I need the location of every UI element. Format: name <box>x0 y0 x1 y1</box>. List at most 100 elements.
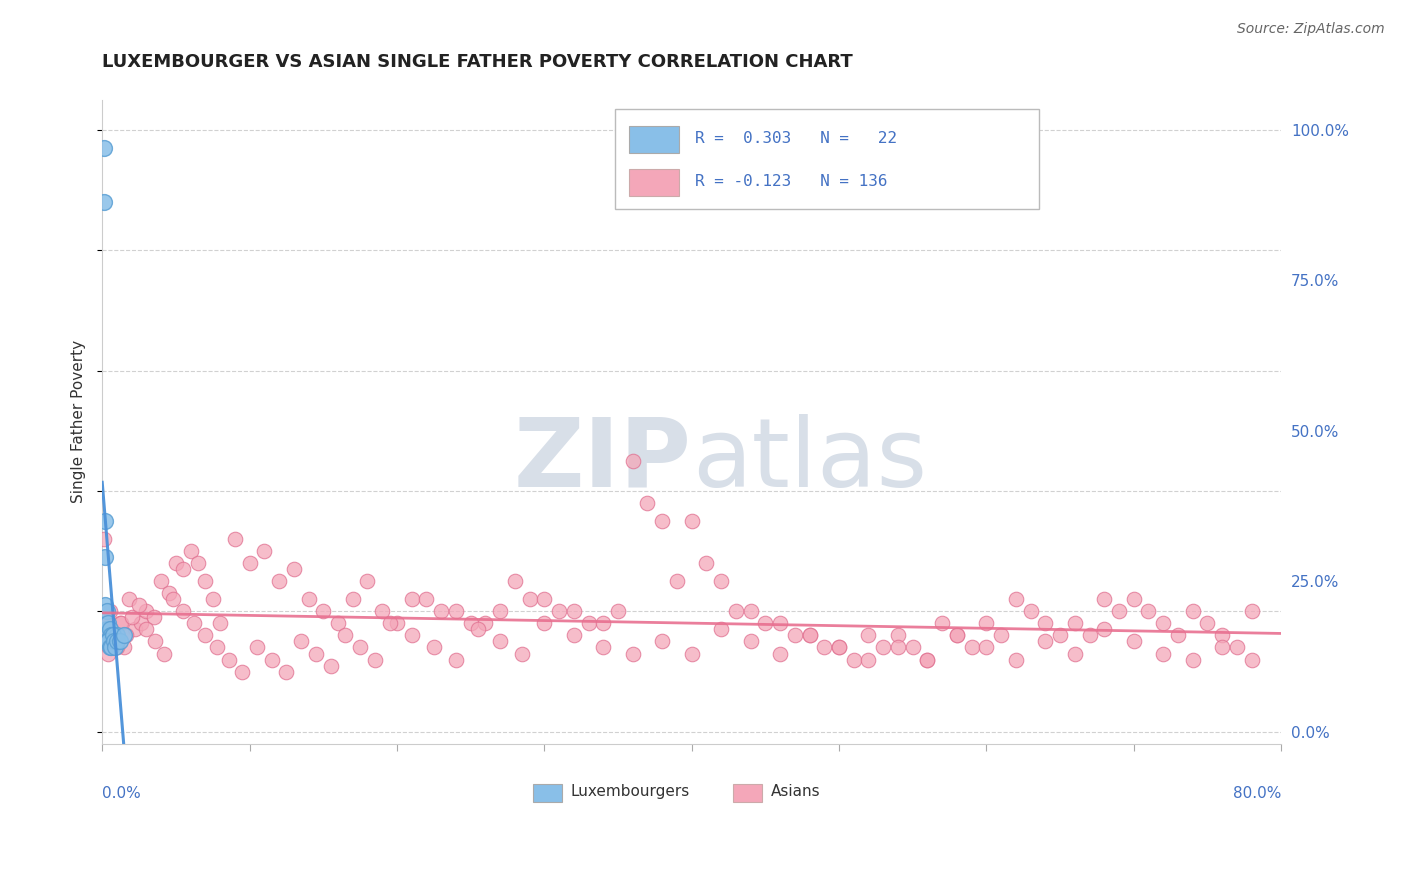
Point <box>621 647 644 661</box>
Point <box>562 628 585 642</box>
Point <box>467 623 489 637</box>
Point <box>976 640 998 655</box>
Point <box>1063 616 1085 631</box>
Point <box>283 562 305 576</box>
Point <box>172 604 194 618</box>
Point <box>124 623 146 637</box>
Point <box>364 652 387 666</box>
Point <box>1092 623 1115 637</box>
Point <box>548 604 571 618</box>
Point <box>1211 640 1233 655</box>
Point <box>1152 647 1174 661</box>
Point <box>651 514 673 528</box>
Point <box>162 592 184 607</box>
Point <box>1033 616 1056 631</box>
Point <box>510 647 533 661</box>
Point <box>901 640 924 655</box>
Point <box>100 628 122 642</box>
Point <box>1049 628 1071 642</box>
Point <box>592 616 614 631</box>
Point <box>108 634 131 648</box>
Point <box>305 647 328 661</box>
Text: Asians: Asians <box>770 784 820 799</box>
Point <box>312 604 335 618</box>
Point <box>349 640 371 655</box>
Point <box>153 647 176 661</box>
Point <box>990 628 1012 642</box>
Point <box>1152 616 1174 631</box>
Point <box>297 592 319 607</box>
Point <box>401 628 423 642</box>
Point <box>423 640 446 655</box>
Point <box>112 628 135 642</box>
Point <box>695 556 717 570</box>
Point <box>1167 628 1189 642</box>
Point <box>93 141 115 155</box>
Point <box>503 574 526 589</box>
Point <box>1181 652 1204 666</box>
Point <box>100 640 122 655</box>
Point <box>783 628 806 642</box>
Point <box>135 604 157 618</box>
Point <box>103 628 125 642</box>
Point <box>180 544 202 558</box>
Point <box>651 634 673 648</box>
Point <box>385 616 408 631</box>
Point <box>260 652 283 666</box>
Point <box>562 604 585 618</box>
Point <box>1197 616 1219 631</box>
Point <box>114 628 136 642</box>
Point <box>103 634 125 648</box>
Point <box>489 634 512 648</box>
Point <box>96 634 118 648</box>
Text: R = -0.123   N = 136: R = -0.123 N = 136 <box>695 174 887 189</box>
Point <box>578 616 600 631</box>
Point <box>946 628 969 642</box>
Point <box>143 634 166 648</box>
Point <box>105 640 128 655</box>
Point <box>621 454 644 468</box>
Point <box>96 604 118 618</box>
Point <box>754 616 776 631</box>
Point <box>1078 628 1101 642</box>
Point <box>104 634 127 648</box>
Point <box>460 616 482 631</box>
Point <box>187 556 209 570</box>
Point <box>94 599 117 613</box>
Point <box>98 623 121 637</box>
Point <box>828 640 851 655</box>
Point <box>276 665 298 679</box>
Point <box>110 616 132 631</box>
Text: Source: ZipAtlas.com: Source: ZipAtlas.com <box>1237 22 1385 37</box>
Point <box>98 640 121 655</box>
Point <box>474 616 496 631</box>
Point <box>1240 652 1263 666</box>
Y-axis label: Single Father Poverty: Single Father Poverty <box>72 340 86 503</box>
Point <box>1092 592 1115 607</box>
Point <box>1181 604 1204 618</box>
Point <box>1063 647 1085 661</box>
Point <box>194 628 217 642</box>
Point <box>665 574 688 589</box>
Point <box>887 628 910 642</box>
Point <box>118 592 141 607</box>
Point <box>917 652 939 666</box>
Point <box>799 628 821 642</box>
Point <box>769 647 792 661</box>
Point <box>858 652 880 666</box>
Point <box>1122 634 1144 648</box>
Text: R =  0.303   N =   22: R = 0.303 N = 22 <box>695 131 897 145</box>
Point <box>813 640 835 655</box>
Point <box>1226 640 1249 655</box>
Point <box>1005 592 1028 607</box>
Point <box>931 616 953 631</box>
Point <box>1211 628 1233 642</box>
Point <box>401 592 423 607</box>
Point <box>142 610 165 624</box>
Point <box>636 496 658 510</box>
FancyBboxPatch shape <box>628 126 679 153</box>
Point <box>172 562 194 576</box>
Point <box>101 628 124 642</box>
Point <box>724 604 747 618</box>
Point <box>533 592 555 607</box>
